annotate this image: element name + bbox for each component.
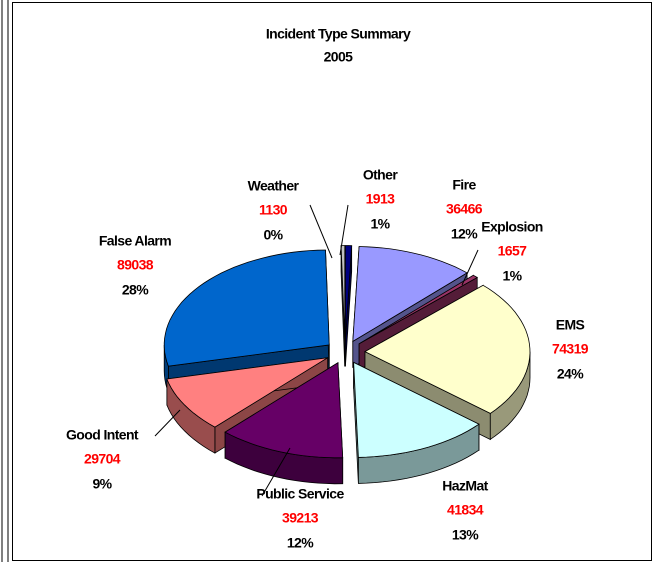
label-name: Fire (452, 177, 476, 193)
label-name: False Alarm (99, 233, 171, 249)
slice-top (364, 284, 531, 414)
label-value: 74319 (552, 341, 589, 357)
slice-top (163, 249, 330, 367)
label-percent: 0% (263, 227, 283, 243)
slice-top (358, 274, 479, 345)
label-value: 36466 (446, 201, 483, 217)
chart-title: Incident Type Summary (266, 26, 411, 42)
label-name: EMS (556, 317, 585, 333)
label-value: 39213 (282, 510, 319, 526)
label-percent: 1% (502, 268, 522, 284)
label-percent: 28% (122, 282, 149, 298)
slice-top (353, 361, 480, 458)
label-percent: 12% (287, 535, 314, 551)
label-percent: 9% (92, 476, 112, 492)
chart-subtitle: 2005 (324, 49, 354, 65)
leader-line (339, 204, 349, 256)
label-value: 1913 (366, 191, 396, 207)
leader-line (309, 204, 333, 259)
label-name: Other (363, 167, 398, 183)
label-value: 29704 (84, 451, 121, 467)
label-percent: 24% (557, 366, 584, 382)
label-percent: 1% (370, 216, 390, 232)
slice-top (352, 246, 468, 343)
pie (163, 245, 531, 485)
label-value: 89038 (117, 257, 154, 273)
label-percent: 13% (452, 527, 479, 543)
slice-top (224, 362, 344, 459)
label-name: Weather (248, 178, 300, 194)
leader-line (261, 447, 291, 497)
label-percent: 12% (451, 226, 478, 242)
label-name: HazMat (442, 478, 488, 494)
label-value: 1657 (498, 243, 528, 259)
label-name: Public Service (256, 486, 344, 502)
label-value: 1130 (259, 202, 288, 218)
label-value: 41834 (447, 502, 484, 518)
label-name: Explosion (481, 219, 543, 235)
leader-line (154, 409, 181, 437)
leader-line (461, 249, 479, 286)
slice-top (166, 357, 328, 428)
slice-top (344, 245, 353, 341)
slice-top (340, 245, 346, 341)
label-name: Good Intent (66, 427, 139, 443)
